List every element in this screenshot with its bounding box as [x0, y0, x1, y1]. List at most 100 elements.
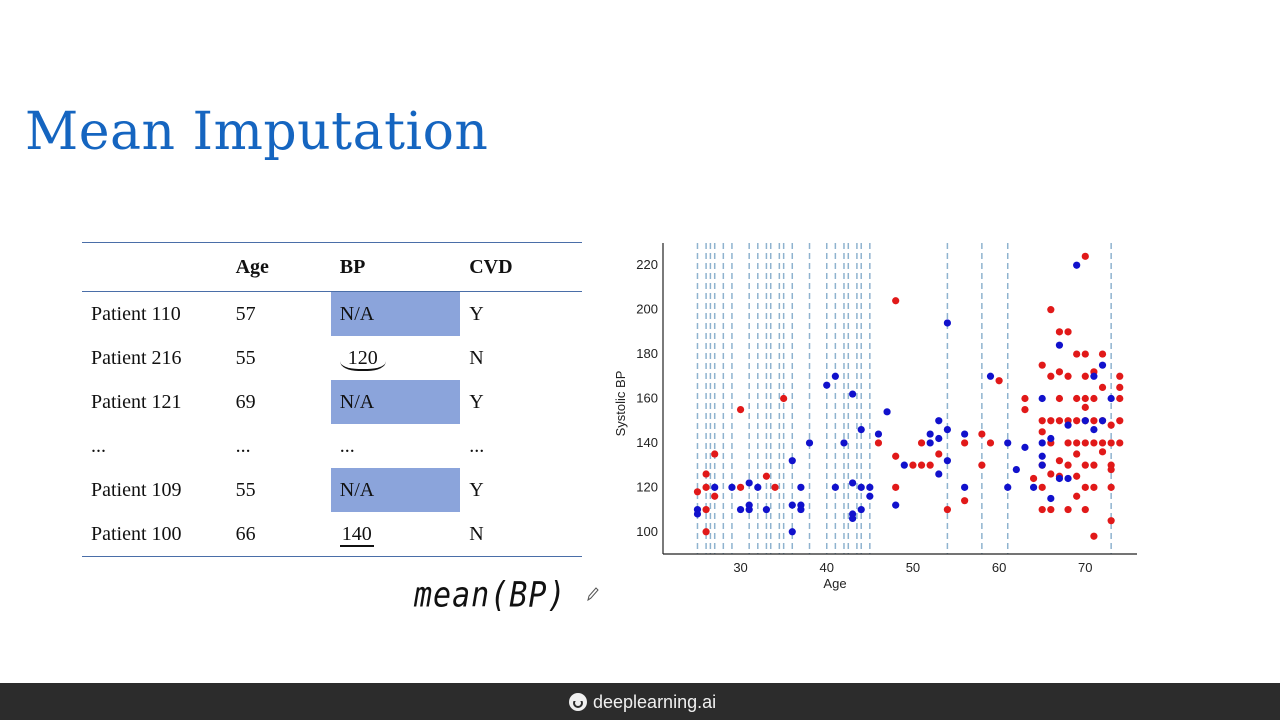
red-data-point	[1073, 492, 1081, 500]
red-data-point	[1116, 439, 1124, 447]
blue-data-point	[857, 505, 865, 514]
blue-data-point	[1021, 443, 1029, 451]
cell-age: 55	[235, 346, 256, 369]
slide-title: Mean Imputation	[25, 102, 489, 162]
patient-table: Age BP CVD Patient 110 57 N/A Y Patient …	[82, 242, 582, 557]
red-data-point	[1055, 417, 1064, 425]
blue-data-point	[745, 505, 753, 514]
red-data-point	[1081, 461, 1089, 469]
x-tick-label: 60	[992, 560, 1006, 575]
blue-data-point	[736, 505, 745, 514]
x-axis-label: Age	[823, 576, 846, 591]
red-data-point	[1116, 394, 1124, 403]
table-header-row: Age BP CVD	[82, 242, 582, 292]
cell-age: 57	[235, 302, 256, 325]
red-data-point	[1098, 383, 1107, 391]
blue-data-point	[961, 430, 969, 438]
red-data-point	[1055, 394, 1064, 403]
cell-bp-missing: N/A	[330, 468, 461, 512]
red-data-point	[1098, 439, 1107, 447]
blue-data-point	[1038, 452, 1046, 460]
red-data-point	[1064, 372, 1072, 380]
red-data-point	[1081, 439, 1089, 447]
red-data-point	[1090, 394, 1098, 403]
blue-data-point	[892, 501, 900, 509]
table-row: Patient 216 55 120 N	[82, 336, 582, 380]
blue-data-point	[1055, 341, 1064, 349]
blue-data-point	[711, 483, 719, 491]
x-tick-label: 30	[733, 560, 747, 575]
blue-data-point	[849, 390, 857, 398]
cell-patient: ...	[91, 434, 106, 457]
red-data-point	[702, 483, 710, 491]
red-data-point	[1073, 472, 1081, 480]
red-data-point	[1081, 394, 1089, 403]
red-data-point	[892, 452, 900, 460]
red-data-point	[1047, 417, 1055, 425]
red-data-point	[1107, 483, 1115, 491]
blue-data-point	[866, 483, 874, 491]
red-data-point	[1055, 457, 1064, 465]
blue-data-point	[831, 372, 839, 380]
y-tick-label: 160	[636, 391, 658, 406]
red-data-point	[917, 439, 926, 447]
red-data-point	[1064, 461, 1072, 469]
x-tick-label: 40	[820, 560, 834, 575]
red-data-point	[1064, 328, 1072, 336]
blue-data-point	[1090, 372, 1098, 380]
brand: deeplearning.ai	[568, 691, 716, 713]
blue-data-point	[1012, 465, 1020, 474]
red-data-point	[874, 439, 883, 447]
red-data-point	[1047, 505, 1055, 514]
scatter-chart: 100 120 140 160 180 200 220 30 40 50 60 70 Age Systol…	[613, 243, 1137, 591]
blue-data-point	[849, 479, 857, 487]
red-data-point	[1098, 350, 1107, 358]
blue-data-point	[935, 434, 943, 443]
red-data-point	[702, 470, 710, 478]
cell-bp: ...	[339, 434, 355, 457]
header-cvd: CVD	[460, 242, 582, 292]
cell-bp-missing: N/A	[330, 291, 461, 336]
table-row: ... ... ... ...	[82, 424, 582, 468]
blue-data-point	[926, 430, 934, 438]
red-data-point	[1107, 421, 1115, 429]
cell-age: 66	[235, 512, 331, 557]
blue-data-point	[1038, 439, 1046, 447]
cell-bp-value: 140	[339, 522, 374, 547]
red-data-point	[1047, 306, 1055, 314]
blue-data-point	[1047, 434, 1055, 443]
red-data-point	[1090, 461, 1098, 469]
cell-cvd: Y	[469, 478, 484, 501]
red-data-point	[1098, 448, 1107, 456]
red-data-point	[1073, 394, 1081, 403]
red-data-point	[1107, 439, 1115, 447]
table-row: Patient 121 69 N/A Y	[82, 380, 582, 424]
blue-data-point	[1029, 483, 1038, 491]
cell-bp-value: 120	[339, 346, 386, 371]
cell-age: ...	[235, 434, 251, 457]
red-data-point	[1021, 406, 1029, 414]
red-data-point	[702, 528, 710, 536]
blue-data-point	[1090, 426, 1098, 434]
blue-data-point	[788, 501, 796, 509]
header-bp: BP	[330, 242, 461, 292]
red-data-point	[978, 430, 986, 438]
red-data-point	[702, 505, 710, 514]
blue-data-point	[857, 483, 865, 491]
red-data-point	[1064, 505, 1072, 514]
cell-patient: Patient 110	[91, 302, 181, 325]
blue-data-point	[1098, 417, 1107, 425]
red-data-point	[926, 461, 934, 469]
red-data-point	[1047, 470, 1055, 478]
red-data-point	[1038, 428, 1046, 436]
red-data-point	[995, 377, 1003, 385]
blue-data-point	[1107, 394, 1115, 403]
red-data-point	[978, 461, 986, 469]
blue-data-point	[1038, 394, 1046, 403]
header-patient	[82, 242, 236, 292]
blue-data-point	[754, 483, 762, 491]
red-data-point	[1021, 394, 1029, 403]
blue-data-point	[943, 319, 951, 327]
cell-age: 69	[235, 390, 256, 413]
blue-data-point	[1098, 361, 1107, 369]
